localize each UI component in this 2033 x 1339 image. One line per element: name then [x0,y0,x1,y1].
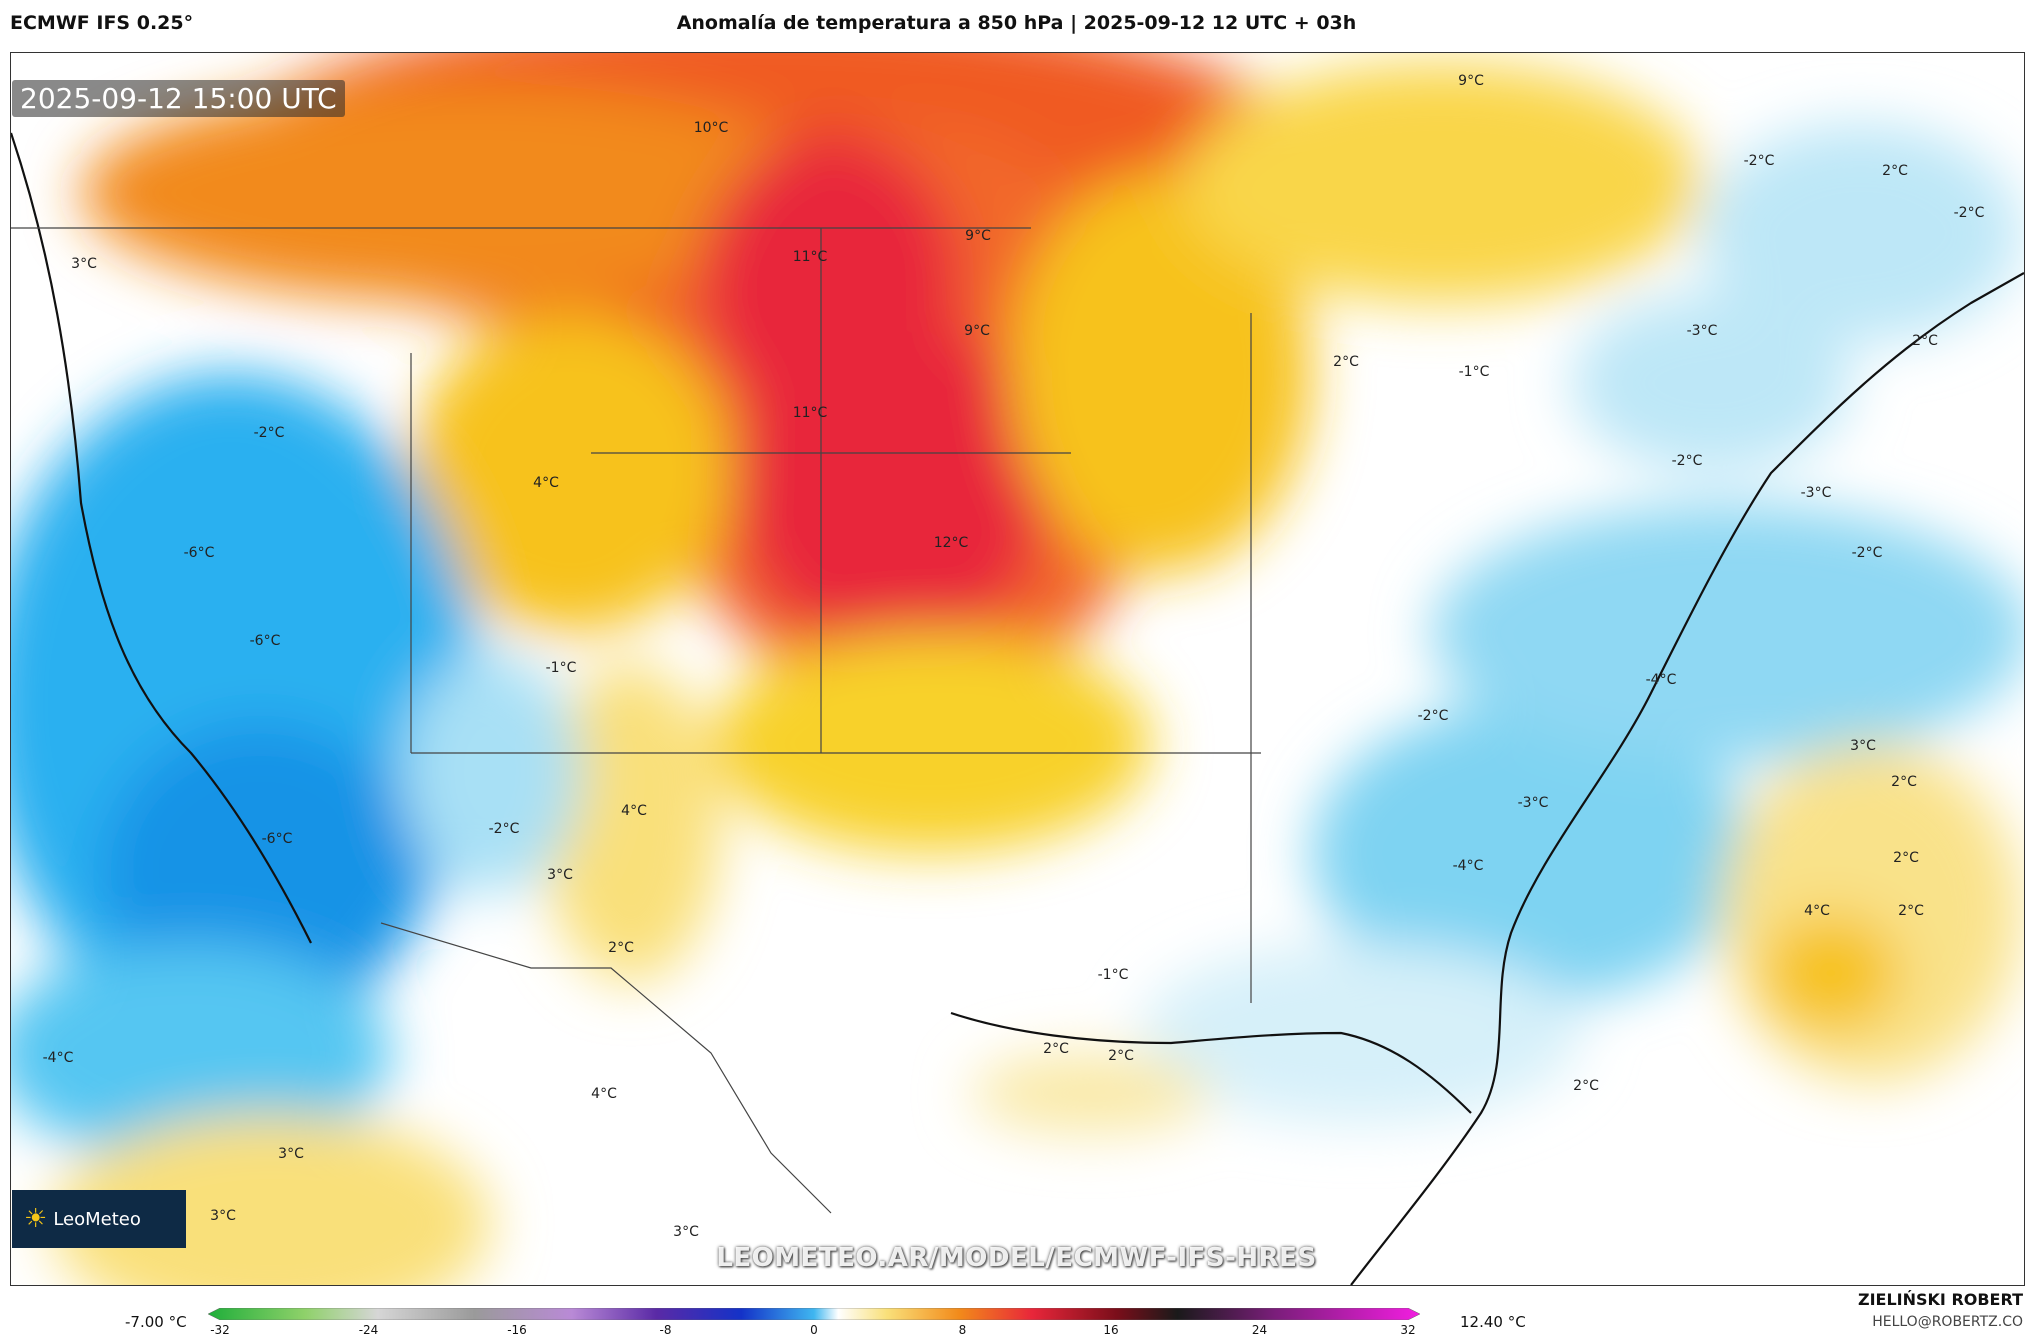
colorbar-tick-label: 16 [1103,1323,1119,1337]
contour-label: 12°C [933,535,969,551]
contour-label: -4°C [1452,858,1484,874]
gulf-coastline [950,1011,1472,1114]
valid-time-badge: 2025-09-12 15:00 UTC [12,80,345,117]
colorbar-tick-label: 8 [958,1323,967,1337]
contour-label: -6°C [249,633,281,649]
contour-label: 2°C [1891,774,1917,790]
contour-label: 2°C [608,940,634,956]
contour-label: 3°C [547,867,573,883]
colorbar [207,1305,1421,1321]
contour-label: -2°C [1671,453,1703,469]
contour-label: 2°C [1043,1041,1069,1057]
author-name: ZIELIŃSKI ROBERT [1857,1290,2023,1309]
contour-label: -3°C [1517,795,1549,811]
logo-text: LeoMeteo [53,1208,141,1230]
contour-label: 4°C [621,803,647,819]
contour-label: 4°C [1804,903,1830,919]
contour-label: 3°C [278,1146,304,1162]
colorbar-ticks: -32 -24 -16 -8 0 8 16 24 32 [208,1323,1420,1339]
atlantic-coastline [1350,272,2024,1285]
contour-label: 11°C [792,405,828,421]
contour-label: 2°C [1333,354,1359,370]
contour-label: -6°C [261,831,293,847]
contour-label: -2°C [1953,205,1985,221]
contour-label: 2°C [1893,850,1919,866]
contour-label: -2°C [1743,153,1775,169]
colorbar-tick-label: -8 [659,1323,672,1337]
contour-label: 10°C [693,120,729,136]
contour-label: -2°C [1851,545,1883,561]
colorbar-tick-label: 24 [1251,1323,1268,1337]
contour-label: -3°C [1800,485,1832,501]
temperature-anomaly-field [11,53,2024,1285]
colorbar-tick-label: -24 [358,1323,379,1337]
contour-label: 3°C [71,256,97,272]
contour-label: 3°C [673,1224,699,1240]
contour-label: 2°C [1108,1048,1134,1064]
leometeo-logo: ☀ LeoMeteo [12,1190,186,1248]
colorbar-tick-label: -32 [210,1323,230,1337]
sun-icon: ☀ [24,1204,48,1234]
contour-label: -1°C [545,660,577,676]
map-canvas: 9°C 10°C -2°C 2°C -2°C 3°C 11°C 9°C -3°C 2°C 9°C 2°… [10,52,2025,1286]
contour-label: -6°C [183,545,215,561]
contour-label: 11°C [792,249,828,265]
colorbar-tick-label: 32 [1400,1323,1416,1337]
model-name: ECMWF IFS 0.25° [10,12,194,34]
contour-label: 9°C [965,228,991,244]
contour-label: 2°C [1882,163,1908,179]
author-email: HELLO@ROBERTZ.CO [1872,1314,2023,1330]
contour-label: 3°C [1850,738,1876,754]
colorbar-tick-label: 0 [810,1323,818,1337]
mexico-border [380,922,832,1214]
contour-label: -4°C [42,1050,74,1066]
contour-label: 9°C [964,323,990,339]
contour-label: -1°C [1458,364,1490,380]
contour-label: -2°C [488,821,520,837]
source-watermark: LEOMETEO.AR/MODEL/ECMWF-IFS-HRES [716,1243,1317,1273]
colorbar-min-label: -7.00 °C [125,1313,187,1331]
pacific-coastline [11,132,312,944]
contour-label: 4°C [533,475,559,491]
contour-label: -2°C [1417,708,1449,724]
contour-label: 9°C [1458,73,1484,89]
contour-label: -2°C [253,425,285,441]
contour-label: -3°C [1686,323,1718,339]
contour-label: 4°C [591,1086,617,1102]
contour-label: 2°C [1912,333,1938,349]
contour-label: -4°C [1645,672,1677,688]
contour-label: -1°C [1097,967,1129,983]
contour-label: 2°C [1898,903,1924,919]
contour-label: 3°C [210,1208,236,1224]
colorbar-max-label: 12.40 °C [1460,1313,1526,1331]
map-title: Anomalía de temperatura a 850 hPa | 2025… [676,12,1357,34]
colorbar-tick-label: -16 [507,1323,527,1337]
contour-label: 2°C [1573,1078,1599,1094]
